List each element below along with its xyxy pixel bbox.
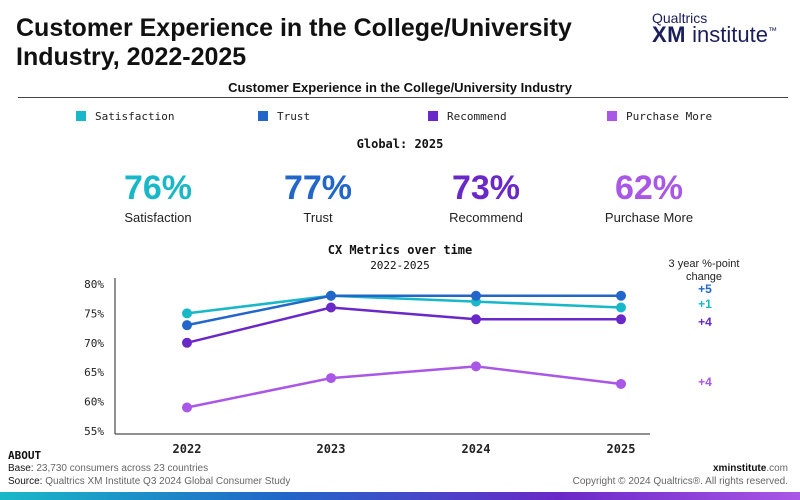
x-tick-label: 2025	[607, 442, 636, 456]
section-subtitle: Customer Experience in the College/Unive…	[228, 80, 572, 95]
change-label-satisfaction: +1	[698, 297, 712, 311]
kpi-label: Recommend	[449, 210, 523, 225]
legend-label: Satisfaction	[95, 110, 175, 123]
kpi-recommend: 73% Recommend	[406, 168, 566, 225]
footer-base: Base: 23,730 consumers across 23 countri…	[8, 463, 208, 474]
change-label-purchase-more: +4	[698, 375, 712, 389]
y-tick-label: 70%	[84, 337, 104, 350]
kpi-label: Trust	[303, 210, 333, 225]
kpi-value: 73%	[451, 169, 521, 207]
data-point-purchase-more	[326, 373, 336, 384]
change-label-trust: +5	[698, 282, 712, 296]
legend-label: Purchase More	[626, 110, 713, 123]
legend-satisfaction: Satisfaction	[76, 110, 174, 123]
kpi-label: Purchase More	[604, 210, 694, 225]
logo-qualtrics-text: Qualtrics	[652, 10, 708, 26]
site-rest: .com	[766, 463, 788, 474]
data-point-recommend	[471, 314, 481, 325]
legend-label: Recommend	[447, 110, 507, 123]
legend-label: Trust	[277, 110, 311, 123]
footer-copyright: Copyright © 2024 Qualtrics®. All rights …	[572, 476, 788, 487]
footer-site: xminstitute.com	[713, 463, 788, 474]
logo-institute: institute	[686, 22, 768, 47]
data-point-trust	[326, 290, 336, 301]
change-label-recommend: +4	[698, 315, 712, 329]
source-label: Source:	[8, 476, 43, 487]
y-tick-label: 80%	[84, 278, 104, 291]
legend-swatch-satisfaction	[76, 111, 86, 121]
legend-swatch-trust	[258, 111, 268, 121]
y-tick-label: 55%	[84, 425, 104, 438]
data-point-purchase-more	[471, 361, 481, 372]
series-line-satisfaction	[186, 294, 622, 315]
data-point-purchase-more	[182, 402, 192, 413]
data-point-trust	[182, 320, 192, 331]
x-tick-label: 2022	[173, 442, 202, 456]
y-tick-label: 65%	[84, 366, 104, 379]
kpi-purchase-more: 62% Purchase More	[569, 168, 729, 225]
kpi-label: Satisfaction	[124, 210, 192, 225]
logo-xm: XM	[652, 22, 686, 47]
base-value: 23,730 consumers across 23 countries	[33, 463, 209, 474]
logo-xm-institute: XM institute™	[652, 22, 777, 48]
change-header: 3 year %-point change	[668, 258, 740, 283]
gradient-bar	[0, 492, 800, 500]
series-line-trust	[186, 294, 621, 327]
source-value: Qualtrics XM Institute Q3 2024 Global Co…	[42, 476, 291, 487]
base-label: Base:	[8, 463, 34, 474]
data-point-recommend	[326, 302, 336, 313]
kpi-satisfaction: 76% Satisfaction	[78, 168, 238, 225]
y-tick-label: 75%	[84, 307, 104, 320]
data-point-recommend	[182, 337, 192, 348]
data-point-satisfaction	[616, 302, 626, 313]
series-line-purchase-more	[186, 365, 622, 409]
data-point-purchase-more	[616, 378, 626, 389]
global-label: Global: 2025	[356, 137, 444, 151]
data-point-recommend	[616, 314, 626, 325]
kpi-value: 77%	[283, 169, 353, 207]
legend-recommend: Recommend	[428, 110, 507, 123]
x-tick-label: 2024	[462, 442, 491, 456]
legend-trust: Trust	[258, 110, 310, 123]
page-title: Customer Experience in the College/Unive…	[16, 14, 572, 71]
legend-swatch-recommend	[428, 111, 438, 121]
y-tick-label: 60%	[84, 396, 104, 409]
series-line-recommend	[186, 306, 621, 345]
site-bold: xminstitute	[712, 463, 767, 474]
footer-source: Source: Qualtrics XM Institute Q3 2024 G…	[8, 476, 290, 487]
footer-about: ABOUT	[8, 449, 42, 462]
logo-tm: ™	[767, 25, 777, 36]
kpi-trust: 77% Trust	[238, 168, 398, 225]
legend-purchase-more: Purchase More	[607, 110, 712, 123]
legend-swatch-purchase-more	[607, 111, 617, 121]
kpi-value: 62%	[614, 169, 684, 207]
data-point-satisfaction	[182, 308, 192, 319]
kpi-value: 76%	[123, 169, 193, 207]
data-point-trust	[471, 290, 481, 301]
x-tick-label: 2023	[317, 442, 346, 456]
chart-subtitle: 2022-2025	[370, 259, 430, 272]
chart-title: CX Metrics over time	[327, 243, 473, 257]
subtitle-divider	[18, 97, 788, 98]
data-point-trust	[616, 290, 626, 301]
